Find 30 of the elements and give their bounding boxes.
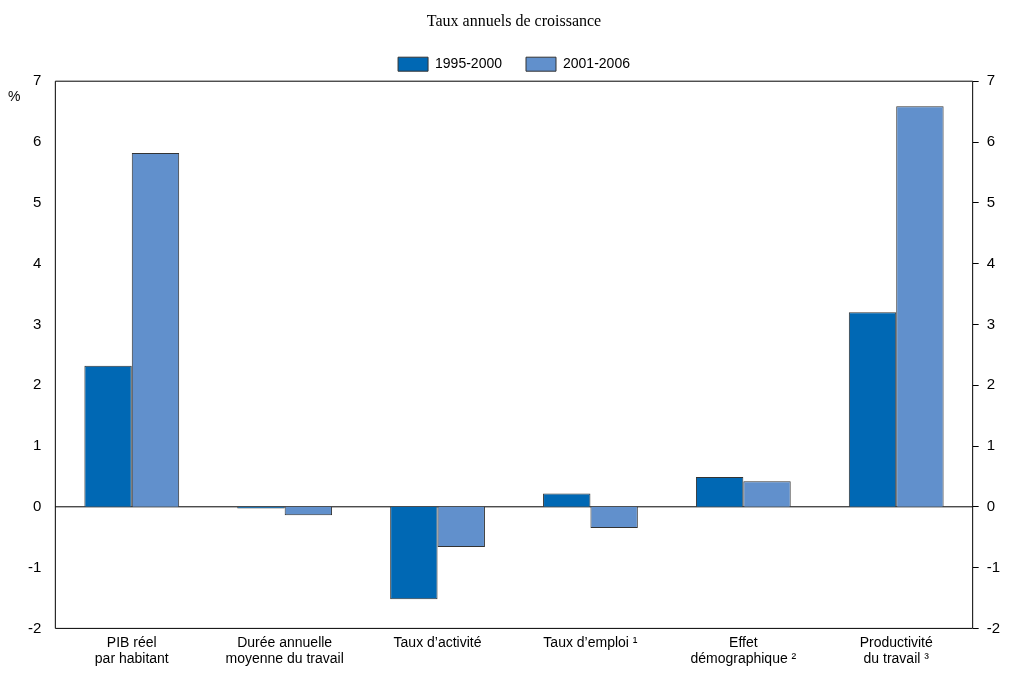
x-tick-label: Durée annuelle moyenne du travail	[225, 633, 344, 667]
y2-tick-label: 5	[986, 192, 996, 210]
y2-tick-label: 7	[986, 71, 996, 89]
y2-tick-label: 1	[986, 436, 996, 454]
y-tick-label: 1	[32, 436, 42, 454]
x-tick-label: Taux d’activité	[393, 633, 482, 650]
x-tick-label: PIB réel par habitant	[94, 633, 169, 667]
x-tick-label: Taux d’emploi ¹	[543, 633, 638, 650]
x-tick-label: Productivité du travail ³	[859, 633, 933, 667]
y2-tick-label: 2	[986, 375, 996, 393]
y2-tick-label: 3	[986, 314, 996, 332]
y2-tick-label: 0	[986, 496, 996, 514]
y-tick-label: 6	[32, 132, 42, 150]
y2-tick-label: 4	[986, 253, 996, 271]
y-tick-label: 7	[32, 71, 42, 89]
chart-title: Taux annuels de croissance	[426, 11, 602, 29]
y-tick-label: 2	[32, 375, 42, 393]
y-axis-title: %	[8, 87, 21, 104]
legend-label: 1995-2000	[435, 55, 503, 72]
y-tick-label: -1	[27, 557, 42, 575]
x-tick-label: Effet démographique ²	[690, 633, 797, 667]
y2-tick-label: -1	[986, 557, 1001, 575]
y2-tick-label: -2	[986, 618, 1001, 636]
y-tick-label: 4	[32, 253, 42, 271]
y2-tick-label: 6	[986, 132, 996, 150]
y-tick-label: 3	[32, 314, 42, 332]
y-tick-label: 0	[32, 496, 42, 514]
legend-label: 2001-2006	[563, 55, 631, 72]
y-tick-label: -2	[27, 618, 42, 636]
y-tick-label: 5	[32, 192, 42, 210]
